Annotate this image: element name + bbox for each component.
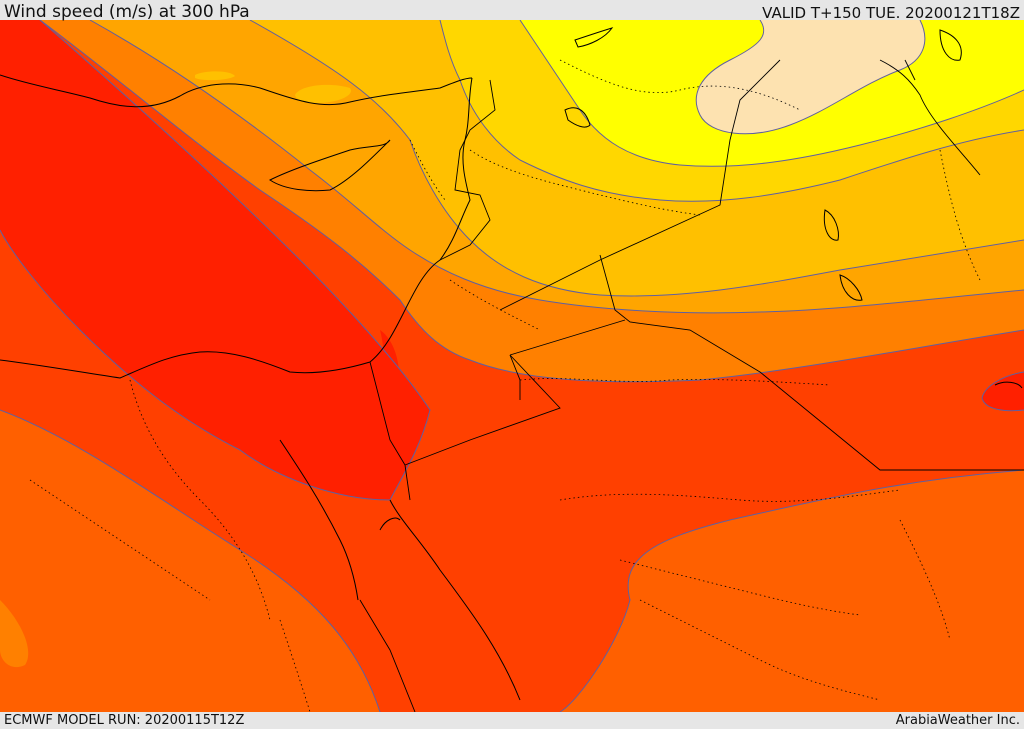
- wind-contours: [0, 20, 1024, 712]
- valid-time: VALID T+150 TUE. 20200121T18Z: [762, 4, 1020, 22]
- wind-band-patch-2: [195, 71, 235, 81]
- province-borders: [29, 59, 981, 712]
- coastlines: [0, 27, 1023, 701]
- map-title: Wind speed (m/s) at 300 hPa: [4, 2, 250, 22]
- wind-band-sinai-inner: [379, 330, 400, 470]
- wind-band-southwest: [0, 410, 380, 712]
- model-run-label: ECMWF MODEL RUN: 20200115T12Z: [4, 713, 245, 728]
- country-borders: [359, 59, 1024, 712]
- wind-band-cyprus-patch: [295, 84, 351, 103]
- wind-band-southeast: [560, 470, 1024, 712]
- footer-bar: ECMWF MODEL RUN: 20200115T12Z ArabiaWeat…: [0, 712, 1024, 729]
- wind-band-east-jet: [982, 372, 1024, 411]
- wind-speed-map: [0, 20, 1024, 712]
- wind-band-southwest-inner: [0, 600, 29, 668]
- credit-label: ArabiaWeather Inc.: [895, 713, 1020, 728]
- wind-band-jet-core: [0, 20, 430, 500]
- wind-band-north-1: [696, 20, 925, 134]
